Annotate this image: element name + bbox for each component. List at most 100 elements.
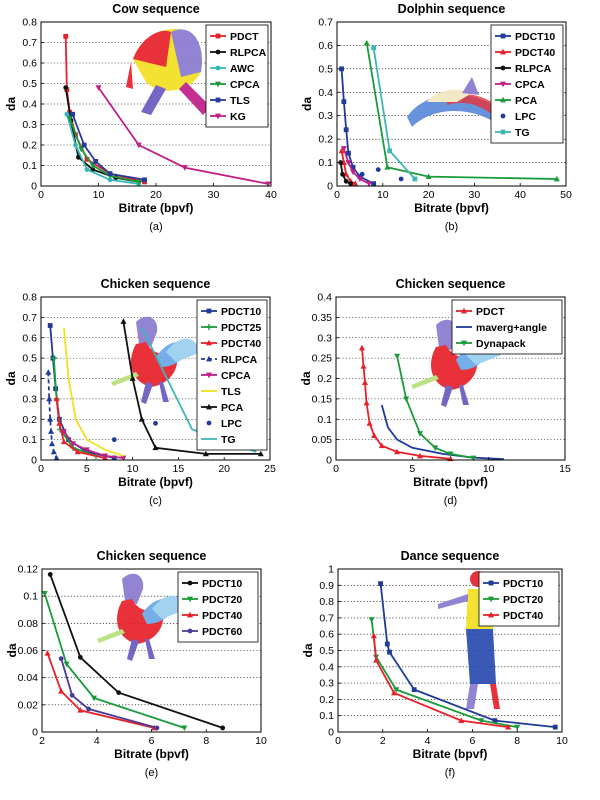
series-line [122,321,261,455]
chicken-leg [159,382,169,402]
legend-entry: PDCT40 [495,47,555,59]
y-tick-label: 0.4 [319,661,334,673]
legend-label: CPCA [230,79,260,91]
legend-label: PDCT40 [221,338,261,350]
series-line [49,574,223,729]
y-tick-label: 0.6 [22,332,37,344]
x-axis-label: Bitrate (bpvf) [414,201,489,215]
data-point [69,692,75,698]
data-point [384,164,391,170]
data-point [458,717,465,723]
data-point [47,323,53,328]
data-point [356,176,363,183]
legend-entry: LPC [500,111,536,123]
data-point [107,177,113,183]
data-point [66,115,73,122]
x-tick-label: 4 [94,735,100,747]
legend-label: Dynapack [476,338,526,350]
y-tick-label: 0 [326,455,332,467]
x-tick-label: 30 [469,189,481,201]
y-tick-label: 0.1 [319,710,334,722]
legend-marker [500,113,506,119]
legend-marker [215,49,221,55]
legend-entry: PDCT20 [483,594,543,606]
legend-entry: PDCT10 [483,578,543,590]
y-tick-label: 0.08 [18,618,39,630]
series-lpc [359,167,404,182]
data-point [84,156,90,162]
series-cpca [66,115,142,186]
x-tick-label: 10 [377,189,389,201]
data-point [363,39,370,46]
series-line [49,325,115,459]
series-line [97,87,269,185]
x-tick-label: 50 [560,189,572,201]
data-point [394,448,401,455]
legend-entry: PCA [201,402,244,414]
data-point [416,431,423,437]
x-tick-label: 5 [409,463,415,475]
x-tick-label: 0 [38,189,44,201]
chicken-leg [145,639,155,659]
legend-entry: PDCT [456,306,505,318]
x-tick-label: 20 [150,189,162,201]
y-tick-label: 0.1 [22,160,37,172]
legend-entry: TG [201,434,236,446]
data-point [91,695,98,702]
data-point [478,718,485,724]
data-point [74,448,81,455]
chart-b: Dolphin sequence 0 10 20 30 40 50 0 0.1 0.2 0.3 0.4… [300,2,572,233]
y-tick-label: 0.2 [22,140,37,152]
series-pdct40 [53,395,109,461]
data-point [350,164,356,170]
legend-entry: CPCA [495,79,545,91]
series-line [60,658,158,729]
y-tick-label: 0.04 [18,672,39,684]
legend-label: PDCT [230,31,259,43]
y-tick-label: 0.2 [317,373,332,385]
y-tick-label: 0.2 [319,694,334,706]
data-point [66,437,71,443]
legend-marker [206,308,212,314]
data-point [345,160,352,166]
x-tick-label: 0 [38,463,44,475]
data-point [44,650,51,656]
y-tick-label: 0.7 [319,612,334,624]
legend-label: PDCT10 [221,306,261,318]
y-tick-label: 0.15 [312,393,333,405]
legend-label: PDCT20 [202,594,242,606]
legend-entry: PDCT [210,31,259,43]
legend-entry: PDCT20 [182,594,242,606]
x-axis-label: Bitrate (bpvf) [114,747,189,761]
data-point [411,687,417,693]
series-awc [64,111,142,187]
series-dynapack [394,353,477,462]
data-point [84,167,90,173]
legend-entry: Dynapack [456,338,526,350]
series-pca [120,318,264,457]
data-point [363,399,370,406]
data-point [152,444,159,451]
legend: PDCT10 PDCT25 PDCT40 RLPCA CPCA TLS PCA LPC TG [196,299,268,451]
legend-label: CPCA [515,79,545,91]
data-point [63,85,69,90]
x-tick-label: 30 [208,189,220,201]
series-line [361,347,451,460]
legend-label: PDCT [476,306,505,318]
series-kg [95,85,272,188]
chicken-head [136,316,158,347]
data-point [412,176,418,182]
legend-label: PDCT20 [503,594,543,606]
data-point [387,148,393,154]
legend-marker [500,48,506,55]
y-tick-label: 0.25 [312,353,333,365]
legend-label: RLPCA [221,354,258,366]
legend-label: PDCT40 [202,610,242,622]
data-point [553,175,560,182]
legend-entry: TG [495,127,530,139]
series-rlpca [338,160,354,187]
series-cpca [340,146,373,187]
legend-entry: PDCT40 [201,338,261,350]
legend-entry: CPCA [210,79,260,91]
legend: PDCT10 PDCT20 PDCT40 [478,571,560,627]
